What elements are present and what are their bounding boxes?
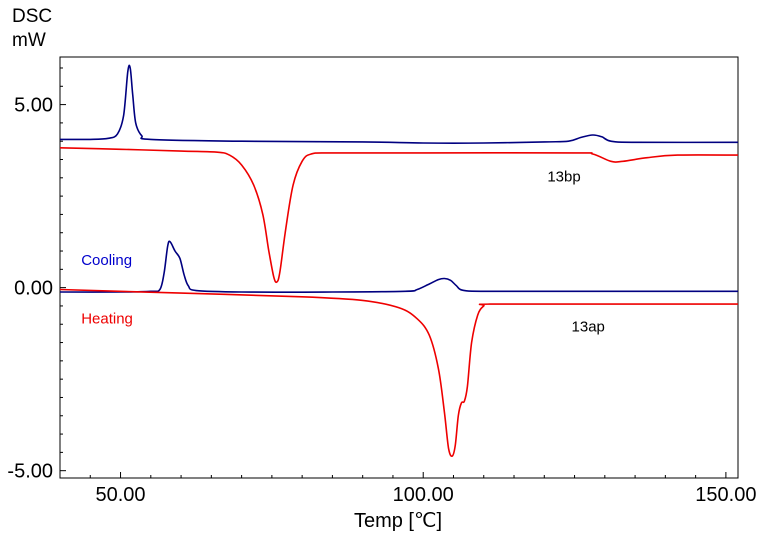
y-axis-label-line2: mW: [12, 30, 46, 51]
y-tick-marks: [60, 67, 66, 472]
y-tick-label: 0.00: [14, 278, 53, 300]
annotation-13ap: 13ap: [572, 319, 605, 336]
x-tick-label: 100.00: [393, 484, 454, 506]
annotations: Cooling Heating 13bp 13ap: [81, 168, 605, 335]
series-line-13bp-cooling: [59, 64, 739, 144]
y-axis-label-line1: DSC: [12, 6, 53, 27]
y-tick-label: 5.00: [14, 95, 53, 117]
annotation-heating: Heating: [81, 311, 133, 328]
series-line-13ap-cooling: [59, 240, 738, 293]
y-tick-label: -5.00: [7, 461, 53, 483]
series-line-13bp-heating: [59, 147, 739, 284]
x-tick-marks: [59, 472, 727, 478]
series-line-13ap-heating: [59, 288, 738, 457]
plot-frame: [59, 56, 739, 479]
annotation-cooling: Cooling: [81, 252, 132, 269]
x-tick-label: 150.00: [695, 484, 756, 506]
series-layer: [59, 64, 739, 457]
x-axis-label: Temp [℃]: [354, 510, 442, 532]
tick-labels: 5.00 0.00 -5.00 50.00 100.00 150.00: [7, 95, 756, 506]
x-tick-label: 50.00: [96, 484, 146, 506]
annotation-13bp: 13bp: [547, 168, 580, 185]
